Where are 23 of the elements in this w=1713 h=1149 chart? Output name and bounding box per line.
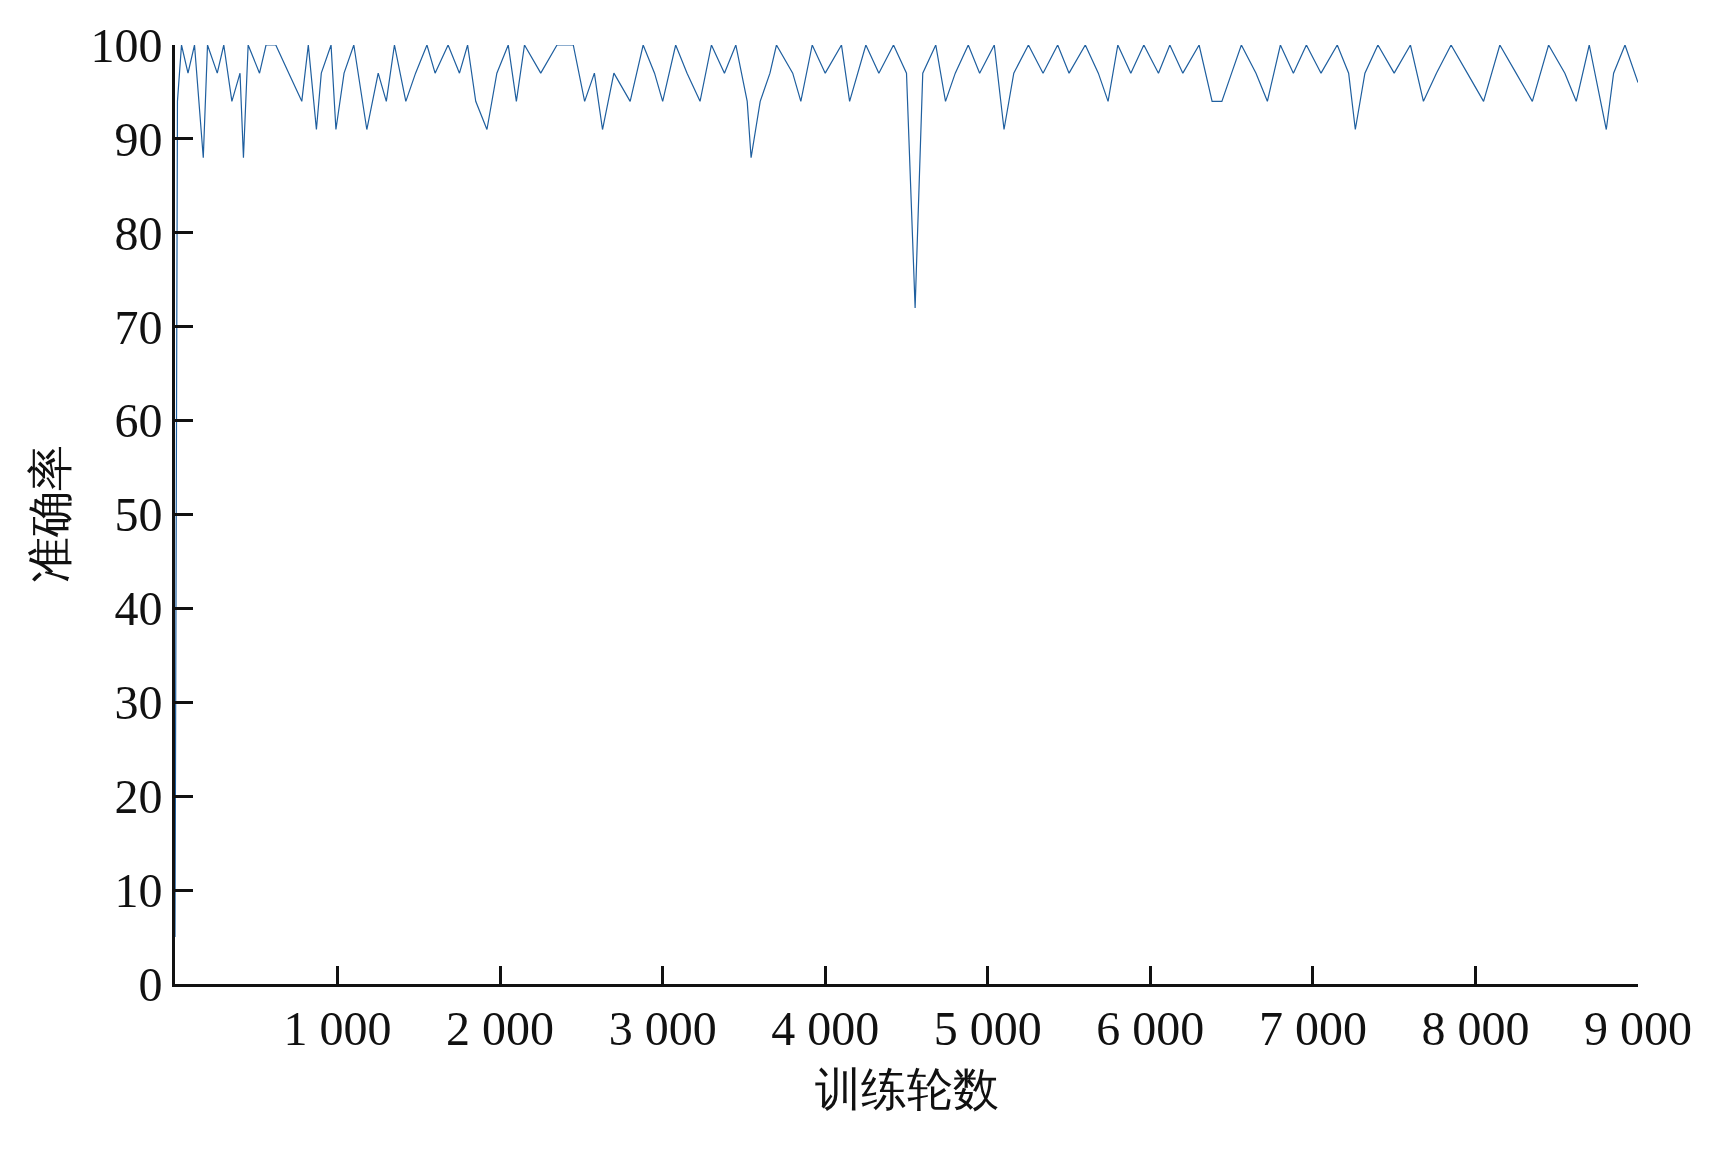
x-tick-label: 9 000 [1584, 1001, 1692, 1055]
x-tick-label: 7 000 [1258, 1001, 1367, 1055]
x-tick-label: 3 000 [608, 1001, 717, 1055]
x-tick-label: 1 000 [283, 1001, 392, 1055]
line-series [175, 45, 1638, 938]
y-tick-label: 30 [114, 676, 163, 730]
y-tick-label: 100 [90, 18, 163, 72]
x-tick-label: 6 000 [1096, 1001, 1205, 1055]
x-tick-label: 4 000 [771, 1001, 880, 1055]
x-axis-title: 训练轮数 [814, 1062, 999, 1117]
y-tick-label: 40 [114, 582, 163, 636]
x-tick-label: 2 000 [446, 1001, 555, 1055]
y-tick-label: 60 [114, 394, 163, 448]
x-tick-label: 5 000 [933, 1001, 1042, 1055]
x-tick-label: 8 000 [1421, 1001, 1530, 1055]
y-tick-label: 80 [114, 206, 163, 260]
y-tick-label: 10 [114, 863, 163, 917]
y-axis-title: 准确率 [22, 445, 77, 584]
y-tick-label: 0 [138, 957, 163, 1011]
y-tick-label: 20 [114, 770, 163, 823]
y-tick-label: 50 [114, 488, 163, 542]
y-tick-label: 70 [114, 300, 163, 354]
y-tick-label: 90 [114, 112, 163, 166]
